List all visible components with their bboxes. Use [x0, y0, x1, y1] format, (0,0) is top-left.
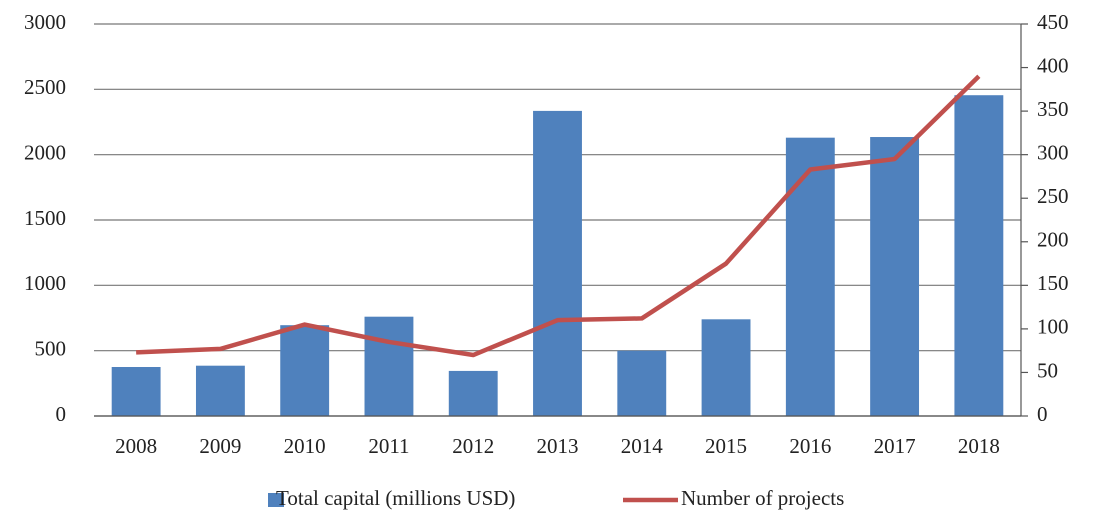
y-tick-label: 2500 [24, 75, 66, 99]
y-tick-label: 1000 [24, 271, 66, 295]
x-tick-label: 2014 [621, 434, 664, 458]
bar [280, 325, 330, 416]
y2-tick-label: 300 [1037, 140, 1069, 164]
bar [701, 319, 751, 416]
y-tick-label: 0 [56, 402, 67, 426]
bar [195, 365, 245, 416]
x-tick-label: 2012 [452, 434, 494, 458]
y2-tick-label: 100 [1037, 315, 1069, 339]
x-tick-label: 2016 [789, 434, 831, 458]
x-tick-label: 2015 [705, 434, 747, 458]
legend-label: Number of projects [681, 486, 844, 510]
x-tick-label: 2009 [199, 434, 241, 458]
x-tick-label: 2018 [958, 434, 1000, 458]
x-tick-label: 2008 [115, 434, 157, 458]
y2-tick-label: 350 [1037, 97, 1069, 121]
x-tick-label: 2010 [284, 434, 326, 458]
bar [533, 110, 582, 416]
y2-tick-label: 400 [1037, 53, 1069, 77]
y2-tick-label: 250 [1037, 184, 1069, 208]
legend-swatch [268, 493, 284, 507]
y2-tick-label: 150 [1037, 271, 1069, 295]
y-tick-label: 3000 [24, 10, 66, 34]
legend-label: Total capital (millions USD) [276, 486, 515, 510]
bar [870, 137, 920, 416]
x-tick-label: 2013 [537, 434, 579, 458]
x-tick-label: 2011 [368, 434, 409, 458]
bar [954, 95, 1004, 417]
bar [364, 316, 414, 416]
line [136, 74, 981, 358]
y-tick-label: 1500 [24, 206, 66, 230]
y2-tick-label: 50 [1037, 358, 1058, 382]
bar [785, 137, 835, 416]
y2-tick-label: 450 [1037, 10, 1069, 34]
bar [617, 350, 667, 416]
x-tick-label: 2017 [874, 434, 916, 458]
bar [448, 370, 498, 416]
y-tick-label: 2000 [24, 140, 66, 164]
y-tick-label: 500 [35, 336, 67, 360]
y2-tick-label: 200 [1037, 228, 1069, 252]
bar [111, 367, 161, 416]
y2-tick-label: 0 [1037, 402, 1048, 426]
